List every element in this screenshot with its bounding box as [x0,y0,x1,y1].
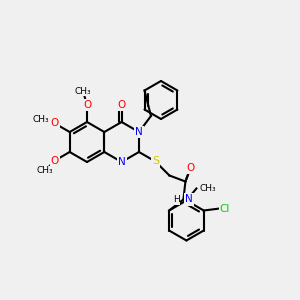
Text: CH₃: CH₃ [75,86,91,95]
Text: CH₃: CH₃ [200,184,216,193]
Text: Cl: Cl [220,203,230,214]
Text: O: O [51,155,59,166]
Text: O: O [51,118,59,128]
Text: CH₃: CH₃ [37,167,53,176]
Text: S: S [152,157,159,166]
Text: CH₃: CH₃ [32,116,49,124]
Text: O: O [118,100,126,110]
Text: N: N [185,194,193,205]
Text: O: O [186,164,194,173]
Text: N: N [118,157,125,167]
Text: N: N [135,127,143,137]
Text: H: H [173,195,179,204]
Text: O: O [83,100,91,110]
